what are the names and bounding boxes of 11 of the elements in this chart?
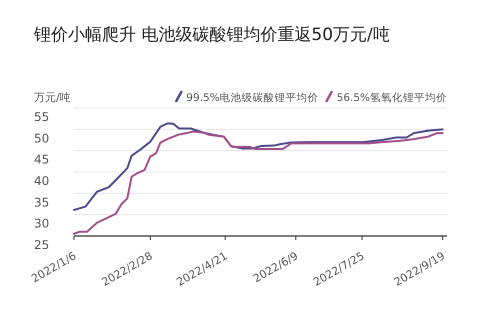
y-tick-label: 55: [34, 110, 50, 124]
chart-title: 锂价小幅爬升 电池级碳酸锂均价重返50万元/吨: [33, 25, 390, 45]
y-axis-title: 万元/吨: [34, 91, 71, 104]
y-tick-label: 35: [34, 195, 50, 210]
y-tick-label: 30: [34, 216, 50, 231]
legend-label: 99.5%电池级碳酸锂平均价: [186, 91, 319, 104]
y-tick-label: 25: [34, 238, 50, 252]
legend-label: 56.5%氢氧化锂平均价: [336, 92, 447, 104]
y-tick-label: 45: [34, 152, 50, 167]
y-tick-label: 50: [34, 131, 50, 146]
y-tick-label: 40: [34, 174, 50, 188]
